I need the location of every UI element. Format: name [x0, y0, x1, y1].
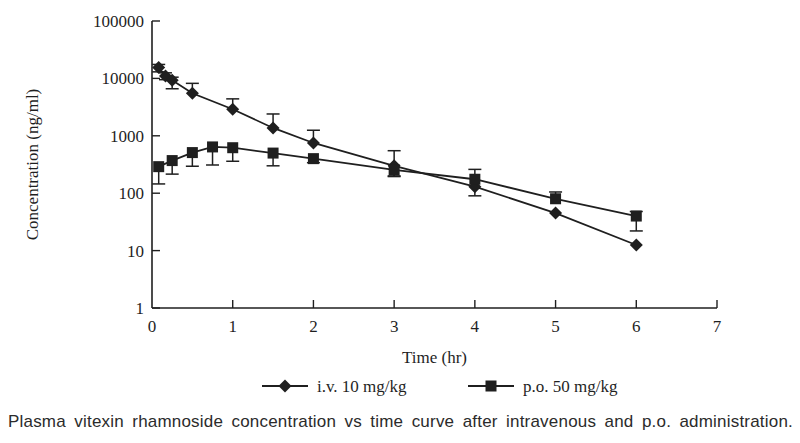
diamond-marker: [307, 136, 320, 149]
square-marker: [207, 141, 218, 152]
diamond-marker: [279, 380, 292, 393]
square-marker: [227, 142, 238, 153]
diamond-marker: [226, 103, 239, 116]
concentration-time-chart: 11010010001000010000001234567Concentrati…: [0, 0, 800, 410]
y-tick-label: 100000: [93, 12, 144, 31]
series-line: [159, 67, 637, 245]
square-marker: [268, 148, 279, 159]
diamond-marker: [186, 87, 199, 100]
figure-caption: Plasma vitexin rhamnoside concentration …: [8, 412, 793, 432]
square-marker: [631, 211, 642, 222]
series-po: [152, 141, 643, 231]
x-tick-label: 4: [471, 317, 480, 336]
y-tick-label: 10: [127, 242, 144, 261]
diamond-marker: [267, 121, 280, 134]
square-marker: [469, 174, 480, 185]
series-iv: [152, 61, 643, 252]
y-tick-label: 1: [136, 299, 145, 318]
diamond-marker: [630, 239, 643, 252]
y-tick-label: 10000: [102, 69, 145, 88]
legend-item: [468, 381, 514, 392]
x-tick-label: 0: [148, 317, 157, 336]
x-tick-label: 6: [632, 317, 641, 336]
square-marker: [308, 153, 319, 164]
y-tick-label: 1000: [110, 127, 144, 146]
x-tick-label: 2: [309, 317, 318, 336]
square-marker: [550, 193, 561, 204]
x-tick-label: 3: [390, 317, 399, 336]
legend-label: p.o. 50 mg/kg: [523, 377, 618, 396]
legend-label: i.v. 10 mg/kg: [317, 377, 407, 396]
x-axis-title: Time (hr): [402, 348, 467, 367]
x-tick-label: 1: [228, 317, 237, 336]
square-marker: [187, 147, 198, 158]
x-tick-label: 5: [551, 317, 560, 336]
square-marker: [167, 155, 178, 166]
square-marker: [486, 381, 497, 392]
pk-figure: 11010010001000010000001234567Concentrati…: [0, 0, 800, 443]
y-axis-title: Concentration (ng/ml): [23, 89, 42, 241]
series-line: [159, 147, 637, 216]
square-marker: [153, 161, 164, 172]
diamond-marker: [549, 207, 562, 220]
square-marker: [389, 164, 400, 175]
legend-item: [262, 380, 308, 393]
y-tick-label: 100: [119, 184, 145, 203]
x-tick-label: 7: [713, 317, 722, 336]
